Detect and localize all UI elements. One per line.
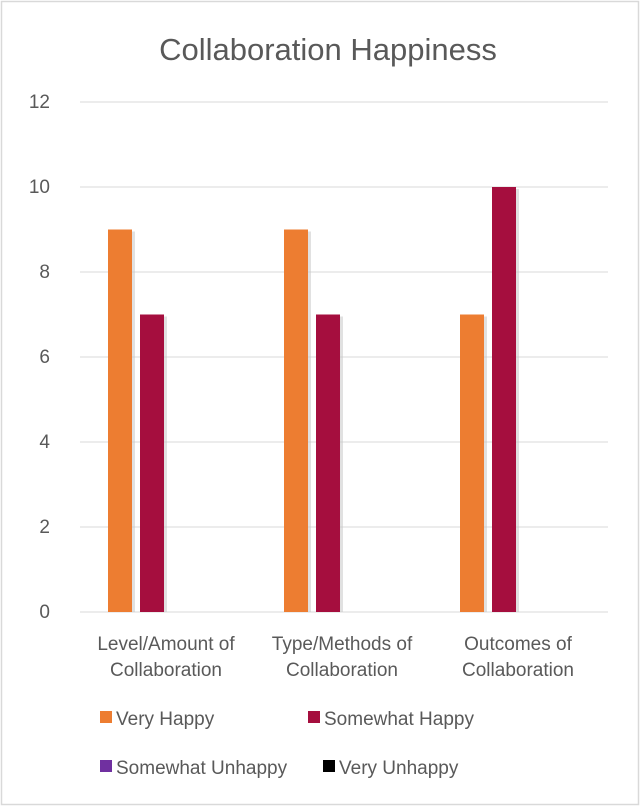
x-category-label: Outcomes of bbox=[464, 634, 572, 655]
legend: Very Happy Somewhat Happy Somewhat Unhappy… bbox=[100, 709, 474, 779]
y-tick-label: 12 bbox=[29, 92, 50, 113]
bar-very-happy bbox=[460, 314, 484, 612]
legend-label: Very Unhappy bbox=[339, 758, 459, 779]
bar-somewhat-happy bbox=[140, 314, 164, 612]
legend-swatch bbox=[308, 711, 320, 723]
bars bbox=[108, 187, 519, 612]
legend-label: Somewhat Unhappy bbox=[116, 758, 288, 779]
y-tick-label: 4 bbox=[39, 432, 50, 453]
legend-label: Somewhat Happy bbox=[324, 709, 474, 730]
gridlines bbox=[80, 101, 608, 613]
y-tick-label: 0 bbox=[39, 602, 50, 623]
legend-swatch bbox=[100, 711, 112, 723]
chart-title: Collaboration Happiness bbox=[159, 32, 497, 67]
y-axis-ticks: 0 2 4 6 8 10 12 bbox=[29, 92, 51, 623]
x-category-label: Collaboration bbox=[286, 660, 398, 681]
bar-very-happy bbox=[284, 229, 308, 612]
y-tick-label: 6 bbox=[39, 347, 50, 368]
legend-swatch bbox=[100, 760, 112, 772]
y-tick-label: 2 bbox=[39, 517, 50, 538]
bar-very-happy bbox=[108, 229, 132, 612]
y-tick-label: 10 bbox=[29, 177, 50, 198]
x-category-label: Collaboration bbox=[462, 660, 574, 681]
bar-somewhat-happy bbox=[492, 187, 516, 612]
bar-somewhat-happy bbox=[316, 314, 340, 612]
x-axis-categories: Level/Amount of Collaboration Type/Methods… bbox=[97, 634, 574, 681]
x-category-label: Type/Methods of bbox=[272, 634, 413, 655]
x-category-label: Level/Amount of bbox=[97, 634, 235, 655]
legend-label: Very Happy bbox=[116, 709, 215, 730]
legend-swatch bbox=[323, 760, 335, 772]
x-category-label: Collaboration bbox=[110, 660, 222, 681]
y-tick-label: 8 bbox=[39, 262, 50, 283]
